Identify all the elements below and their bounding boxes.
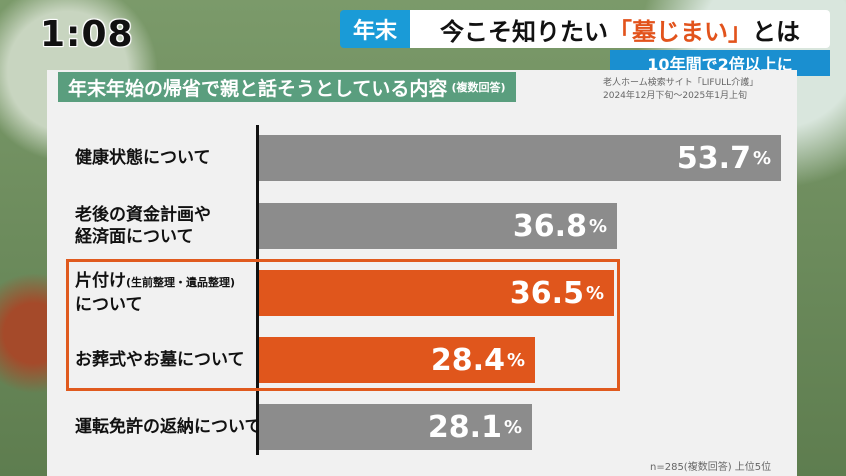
bar-value-label: 53.7% (677, 135, 771, 181)
bar-value-label: 36.8% (513, 203, 607, 249)
bar-value-label: 28.4% (431, 337, 525, 383)
chart-title-note: (複数回答) (451, 81, 506, 94)
bar: 28.1% (259, 404, 532, 450)
bar: 36.5% (259, 270, 614, 316)
bar: 28.4% (259, 337, 535, 383)
category-label-line1: 老後の資金計画や (75, 205, 211, 225)
source-line-1: 老人ホーム検索サイト「LIFULL介護」 (603, 78, 759, 88)
bar-value-number: 28.4 (430, 342, 505, 378)
category-label: 片付け(生前整理・遺品整理) について (75, 270, 235, 316)
headline: 今こそ知りたい 「墓じまい」 とは (410, 10, 830, 48)
category-label-line1: お葬式やお墓について (75, 350, 245, 370)
headline-before: 今こそ知りたい (440, 17, 608, 46)
source-line-2: 2024年12月下旬～2025年1月上旬 (603, 91, 747, 101)
category-label: 老後の資金計画や 経済面について (75, 203, 211, 249)
y-axis-line (256, 125, 259, 455)
bar-value-number: 28.1 (427, 409, 502, 445)
source-note: 老人ホーム検索サイト「LIFULL介護」 2024年12月下旬～2025年1月上… (603, 77, 758, 103)
category-label-line2: について (75, 295, 143, 315)
category-label-line1: 健康状態について (75, 148, 211, 168)
chart-title: 年末年始の帰省で親と話そうとしている内容 (複数回答) (58, 72, 516, 102)
headline-after: とは (752, 17, 800, 46)
category-label-line1: 運転免許の返納について (75, 417, 262, 437)
topic-tag: 年末 (340, 10, 410, 48)
category-label-paren: (生前整理・遺品整理) (126, 276, 236, 289)
bar: 36.8% (259, 203, 617, 249)
bar-value-number: 36.8 (512, 208, 587, 244)
bar-value-unit: % (588, 215, 607, 237)
category-label: 健康状態について (75, 135, 211, 181)
bar-value-unit: % (503, 416, 522, 438)
bar-value-label: 36.5% (510, 270, 604, 316)
category-label-line1: 片付け(生前整理・遺品整理) (75, 271, 236, 291)
category-label-line2: 経済面について (75, 227, 194, 247)
headline-highlight: 「墓じまい」 (608, 17, 752, 46)
sample-footnote: n=285(複数回答) 上位5位 (650, 462, 772, 473)
category-label: お葬式やお墓について (75, 337, 245, 383)
bar-value-number: 36.5 (509, 275, 584, 311)
bar-value-unit: % (752, 147, 771, 169)
bar-value-number: 53.7 (676, 140, 751, 176)
bar: 53.7% (259, 135, 781, 181)
bar-value-unit: % (506, 349, 525, 371)
category-label: 運転免許の返納について (75, 404, 262, 450)
clock: 1:08 (40, 14, 134, 55)
bar-value-label: 28.1% (428, 404, 522, 450)
highlight-box (66, 259, 620, 391)
chart-title-text: 年末年始の帰省で親と話そうとしている内容 (68, 77, 448, 100)
bar-value-unit: % (585, 282, 604, 304)
